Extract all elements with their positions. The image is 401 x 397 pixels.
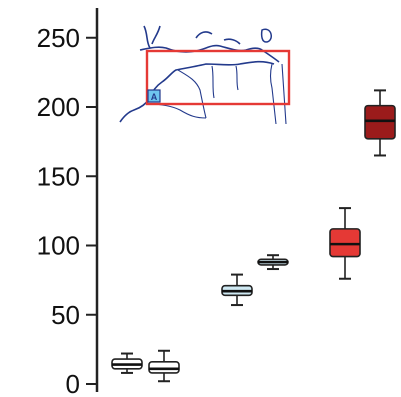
box-2 [148, 349, 180, 383]
box-iqr [364, 104, 396, 140]
y-tick-label: 100 [37, 231, 80, 261]
border-lines [149, 63, 287, 125]
inset-map: A [119, 25, 291, 125]
box-series [111, 89, 396, 383]
y-tick-label: 0 [66, 369, 80, 397]
box-iqr [148, 361, 180, 374]
y-tick-label: 150 [37, 161, 80, 191]
box-3 [221, 273, 253, 307]
site-marker [147, 89, 161, 103]
y-tick-group: 0 50 100 150 200 250 [37, 23, 97, 397]
y-tick-label: 250 [37, 23, 80, 53]
box-5 [329, 207, 361, 280]
box-1 [111, 352, 143, 374]
study-area-frame [145, 49, 291, 106]
box-6 [364, 89, 396, 157]
box-4 [257, 254, 289, 271]
coastline-south [119, 60, 275, 123]
island-sardinia [260, 28, 272, 43]
y-tick-label: 50 [51, 300, 80, 330]
box-iqr [329, 228, 361, 258]
coastline-north [139, 25, 280, 63]
site-marker-label: A [151, 92, 158, 102]
y-tick-label: 200 [37, 92, 80, 122]
